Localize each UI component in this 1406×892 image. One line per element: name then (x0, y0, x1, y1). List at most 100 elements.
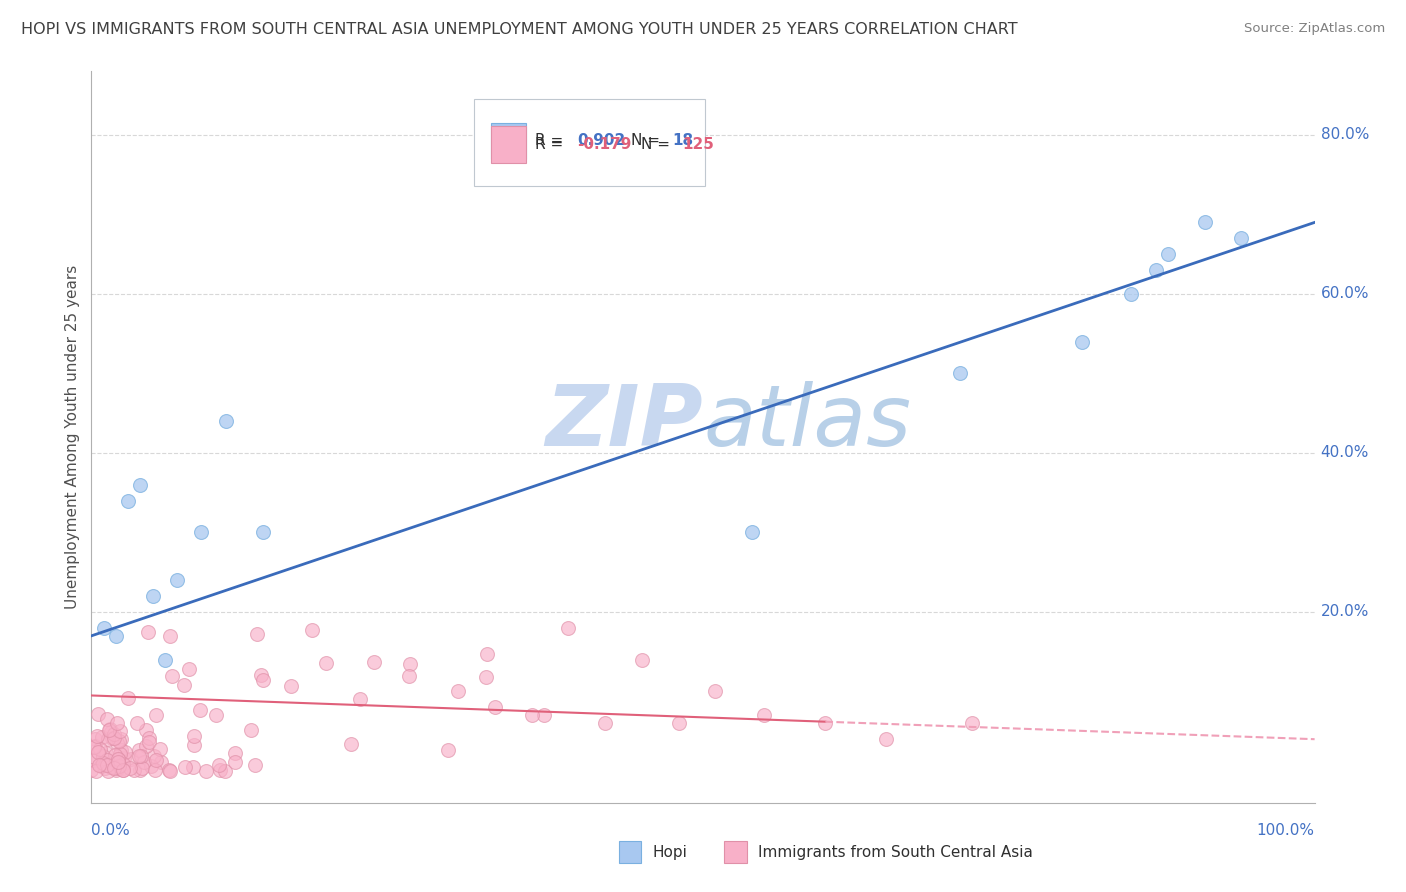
Text: R =: R = (536, 137, 568, 152)
Text: 40.0%: 40.0% (1320, 445, 1369, 460)
Point (157, 764, 180, 778)
Point (129, 763, 152, 777)
Point (117, 690, 139, 705)
Point (668, 716, 690, 731)
Point (107, 752, 129, 766)
Point (105, 736, 128, 750)
Point (1144, 263, 1167, 277)
Point (104, 748, 127, 763)
FancyBboxPatch shape (474, 99, 706, 186)
Point (90, 730, 112, 744)
Point (83, 740, 105, 755)
Point (159, 629, 181, 643)
Point (195, 764, 218, 778)
Point (315, 657, 337, 671)
Point (1230, 231, 1253, 245)
Point (363, 655, 385, 669)
Point (94, 746, 117, 760)
Text: 20.0%: 20.0% (1320, 605, 1369, 619)
Point (814, 716, 837, 731)
Point (143, 748, 166, 763)
Point (135, 739, 157, 753)
Point (246, 627, 269, 641)
Text: 60.0%: 60.0% (1320, 286, 1369, 301)
Point (103, 731, 125, 746)
Point (166, 573, 188, 587)
Text: Immigrants from South Central Asia: Immigrants from South Central Asia (758, 845, 1033, 860)
Point (240, 723, 263, 737)
Point (1071, 334, 1094, 349)
Point (190, 703, 212, 717)
Text: N =: N = (631, 133, 665, 148)
Point (136, 624, 159, 639)
Point (214, 764, 236, 778)
Point (83, 753, 105, 767)
Text: 0.902: 0.902 (576, 133, 626, 148)
Bar (491, 122, 526, 159)
Point (110, 742, 132, 756)
Point (148, 741, 170, 756)
Text: 18: 18 (672, 133, 693, 148)
Point (949, 367, 972, 381)
Point (128, 742, 150, 756)
Point (94, 761, 117, 775)
Point (139, 759, 162, 773)
Point (100, 725, 122, 739)
Point (84, 764, 107, 778)
Point (399, 657, 422, 672)
Point (129, 477, 152, 491)
Point (112, 763, 135, 777)
Point (190, 525, 212, 540)
Text: N =: N = (641, 137, 675, 152)
Point (224, 755, 246, 769)
Bar (491, 127, 526, 163)
Point (124, 764, 146, 778)
Point (108, 724, 131, 739)
Point (138, 731, 160, 746)
Point (159, 764, 181, 778)
Point (89, 742, 111, 756)
Point (484, 700, 506, 714)
Point (100, 759, 122, 773)
Point (741, 525, 763, 540)
Point (631, 653, 654, 667)
Point (143, 764, 166, 778)
Point (117, 493, 139, 508)
Point (141, 589, 163, 603)
Point (145, 708, 167, 723)
Point (110, 747, 132, 761)
Point (173, 678, 195, 692)
Point (103, 727, 125, 741)
Point (1121, 287, 1143, 301)
Point (112, 757, 135, 772)
Text: 0.0%: 0.0% (91, 822, 131, 838)
Point (120, 751, 142, 765)
Point (557, 621, 579, 635)
Point (207, 758, 229, 772)
Point (105, 760, 128, 774)
Point (1157, 247, 1180, 261)
Point (129, 749, 152, 764)
Point (90, 759, 112, 773)
Text: R =: R = (536, 133, 568, 148)
Point (96, 757, 118, 772)
Point (128, 749, 150, 764)
Point (183, 738, 205, 752)
Point (179, 662, 201, 676)
Point (754, 708, 776, 723)
Point (447, 684, 470, 698)
Point (437, 743, 460, 757)
Point (107, 761, 129, 775)
Point (107, 755, 129, 769)
Point (98, 723, 121, 737)
Point (114, 745, 136, 759)
Point (103, 761, 125, 775)
Point (138, 734, 160, 748)
Point (301, 623, 323, 637)
Point (252, 525, 274, 540)
Point (101, 731, 124, 745)
Point (131, 761, 153, 775)
Text: 100.0%: 100.0% (1257, 822, 1315, 838)
Point (150, 756, 173, 770)
Point (112, 761, 135, 775)
